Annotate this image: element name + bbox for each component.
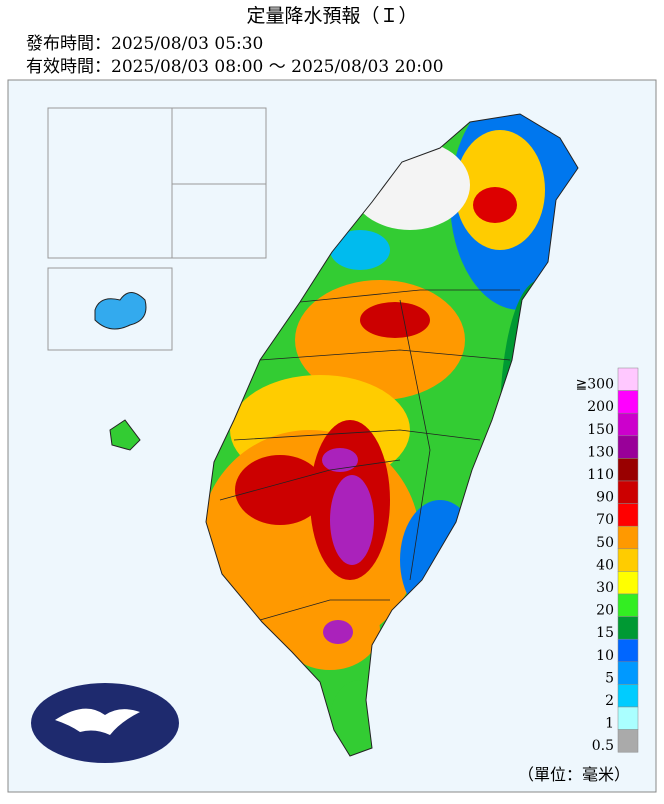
legend-label: 40: [596, 557, 614, 573]
legend-swatch: [617, 706, 639, 730]
legend-swatch: [617, 367, 639, 391]
legend-label: 50: [596, 535, 614, 551]
legend-swatch: [617, 684, 639, 708]
issued-time: 發布時間：2025/08/03 05:30: [26, 34, 263, 54]
legend-label: 110: [587, 467, 614, 483]
legend-label: 5: [605, 670, 614, 686]
legend-label: 15: [596, 625, 614, 641]
legend-swatch: [617, 412, 639, 437]
legend-swatch: [617, 548, 639, 572]
unit-label: （單位：毫米）: [518, 765, 630, 784]
legend-label: 20: [596, 603, 614, 619]
legend-swatch: [617, 525, 639, 550]
legend-swatch: [617, 503, 639, 527]
legend-label: 1: [605, 716, 614, 732]
legend-swatch: [617, 729, 639, 753]
legend-label: 130: [587, 444, 614, 460]
legend-label: 150: [587, 422, 614, 438]
logo-swirl: [55, 708, 140, 735]
legend-label: 2: [605, 693, 614, 709]
legend-label: 200: [587, 399, 614, 415]
legend: ≧300 200 150 130 110 90 70 50 40 30 20 15 10 5 2 1 0.5: [576, 367, 639, 754]
legend-label: ≧300: [576, 377, 614, 393]
island: [109, 419, 141, 451]
legend-label: 10: [596, 648, 614, 664]
legend-swatch: [617, 571, 639, 595]
valid-time: 有效時間：2025/08/03 08:00 ～ 2025/08/03 20:00: [26, 57, 444, 77]
legend-label: 90: [596, 490, 614, 506]
legend-swatch: [617, 480, 639, 504]
legend-swatch: [617, 458, 639, 482]
legend-label: 70: [596, 512, 614, 528]
legend-swatch: [617, 638, 639, 663]
legend-swatch: [617, 616, 639, 640]
legend-swatch: [617, 661, 639, 685]
legend-swatch: [617, 593, 639, 617]
island-outline: [205, 113, 579, 757]
legend-swatch: [617, 390, 639, 414]
penghu: [94, 292, 147, 330]
legend-swatch: [617, 435, 639, 459]
insets: [47, 107, 267, 351]
county-lines: [219, 289, 520, 621]
title: 定量降水預報（Ｉ）: [246, 5, 417, 27]
legend-label: 0.5: [592, 738, 614, 754]
legend-label: 30: [596, 580, 614, 596]
